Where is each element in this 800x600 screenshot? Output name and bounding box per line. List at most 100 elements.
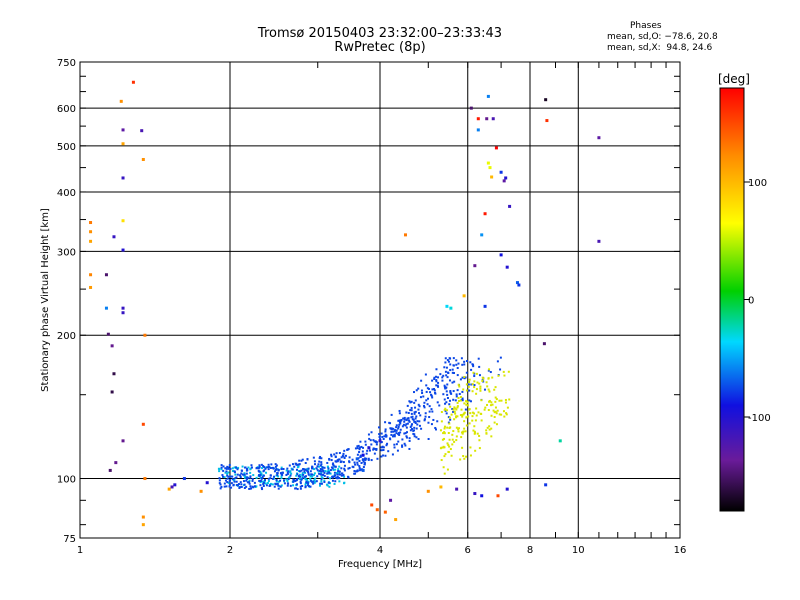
cluster-point: [453, 380, 456, 383]
cluster-point: [286, 467, 289, 470]
cluster-point: [363, 458, 366, 461]
cluster-point: [392, 430, 395, 433]
cluster-point: [393, 433, 396, 436]
cluster-point: [441, 376, 444, 379]
cluster-point: [406, 417, 409, 420]
cluster-point: [431, 410, 434, 413]
cluster-point: [409, 409, 412, 412]
cluster-point: [455, 363, 458, 366]
cluster-point: [390, 413, 393, 416]
cluster-point: [292, 480, 295, 483]
cluster-point: [410, 412, 413, 415]
cluster-point: [295, 463, 298, 466]
cluster-point: [245, 485, 248, 488]
cluster-point: [266, 466, 269, 469]
cluster-point: [346, 448, 349, 451]
cluster-point: [336, 471, 339, 474]
data-point: [558, 439, 562, 443]
cluster-point: [259, 470, 262, 473]
cluster-point: [312, 482, 315, 485]
cluster-point: [398, 409, 401, 412]
cluster-point: [306, 469, 309, 472]
phase-stats-x: mean, sd,X: 94.8, 24.6: [607, 43, 713, 53]
cluster-point: [368, 437, 371, 440]
cluster-point: [307, 470, 310, 473]
cluster-point: [452, 364, 455, 367]
cluster-point: [468, 378, 471, 381]
cluster-point: [314, 463, 317, 466]
cluster-point: [480, 419, 483, 422]
cluster-point: [405, 411, 408, 414]
cluster-point: [250, 466, 253, 469]
cluster-point: [221, 475, 224, 478]
cluster-point: [425, 384, 428, 387]
cluster-point: [320, 478, 323, 481]
cluster-point: [297, 475, 300, 478]
cluster-point: [457, 396, 460, 399]
cluster-point: [442, 432, 445, 435]
data-point: [367, 446, 371, 450]
cluster-point: [422, 395, 425, 398]
cluster-point: [251, 485, 254, 488]
cluster-point: [291, 463, 294, 466]
cluster-point: [355, 470, 358, 473]
cluster-point: [465, 403, 468, 406]
cluster-point: [485, 429, 488, 432]
cluster-point: [453, 410, 456, 413]
cluster-point: [298, 473, 301, 476]
cluster-point: [359, 468, 362, 471]
cluster-point: [433, 387, 436, 390]
cluster-point: [446, 371, 449, 374]
cluster-point: [369, 439, 372, 442]
cluster-point: [296, 473, 299, 476]
cluster-point: [456, 367, 459, 370]
cluster-point: [397, 419, 400, 422]
cluster-point: [475, 388, 478, 391]
data-point: [121, 306, 125, 310]
cluster-point: [447, 450, 450, 453]
cluster-point: [307, 473, 310, 476]
cluster-point: [365, 452, 368, 455]
cluster-point: [375, 447, 378, 450]
cluster-point: [455, 426, 458, 429]
cluster-point: [227, 467, 230, 470]
cluster-point: [479, 412, 482, 415]
cluster-point: [259, 479, 262, 482]
data-point: [205, 481, 209, 485]
cluster-point: [435, 384, 438, 387]
cluster-point: [443, 425, 446, 428]
cluster-point: [328, 457, 331, 460]
cluster-point: [265, 484, 268, 487]
cluster-point: [473, 384, 476, 387]
cluster-point: [497, 374, 500, 377]
cluster-point: [412, 432, 415, 435]
cluster-point: [231, 470, 234, 473]
cluster-point: [490, 414, 493, 417]
cluster-point: [414, 421, 417, 424]
cluster-point: [343, 475, 346, 478]
cluster-point: [313, 479, 316, 482]
cluster-point: [446, 359, 449, 362]
cluster-point: [468, 399, 471, 402]
data-point: [439, 485, 443, 489]
cluster-point: [235, 480, 238, 483]
cluster-point: [303, 475, 306, 478]
cluster-point: [292, 478, 295, 481]
data-point: [89, 273, 93, 277]
cluster-point: [253, 485, 256, 488]
cluster-point: [456, 401, 459, 404]
data-point: [449, 306, 453, 310]
cluster-point: [334, 474, 337, 477]
cluster-point: [410, 400, 413, 403]
cluster-point: [417, 387, 420, 390]
cluster-point: [304, 485, 307, 488]
cluster-point: [223, 482, 226, 485]
cluster-point: [354, 447, 357, 450]
cluster-point: [439, 373, 442, 376]
cluster-point: [406, 404, 409, 407]
data-point: [496, 494, 500, 498]
cluster-point: [449, 369, 452, 372]
cluster-point: [299, 487, 302, 490]
cluster-point: [431, 379, 434, 382]
data-point: [504, 176, 508, 180]
